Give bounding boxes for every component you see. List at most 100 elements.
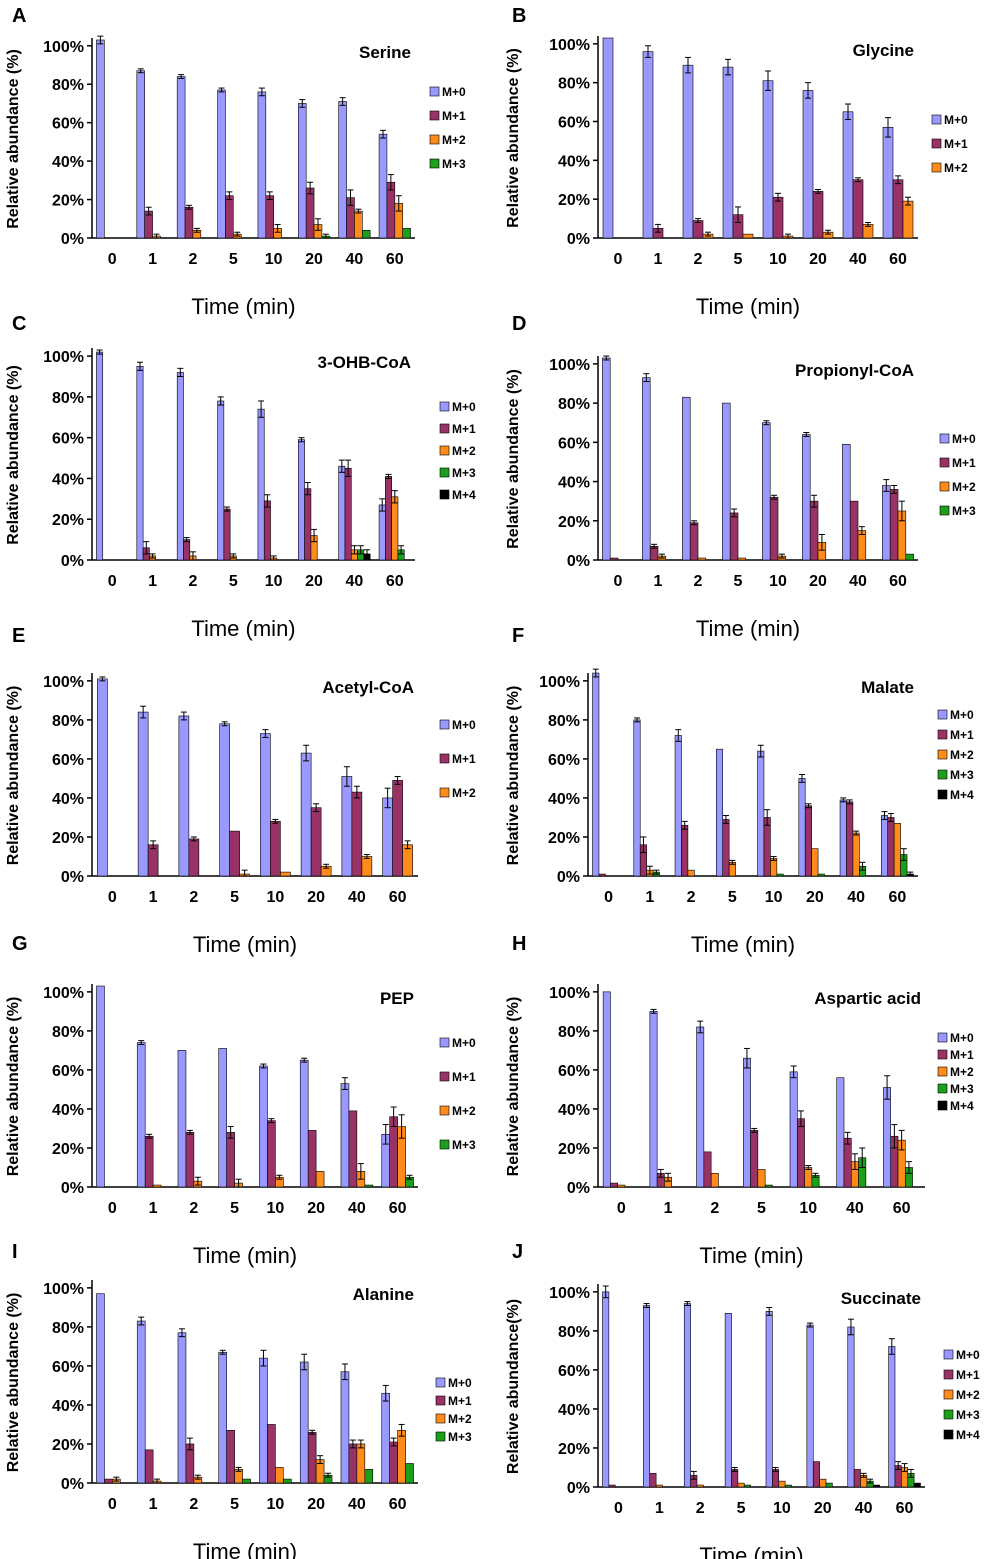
x-tick-label: 60 bbox=[888, 889, 906, 906]
bar-M0-t10 bbox=[259, 1065, 268, 1188]
bar-M1-t5 bbox=[226, 1132, 235, 1188]
legend: M+0 M+1 M+2 bbox=[439, 718, 476, 800]
bar-M2-t40 bbox=[354, 210, 363, 239]
legend: M+0 M+1 M+2 M+3 M+4 bbox=[937, 1031, 974, 1113]
chart-title: PEP bbox=[380, 989, 414, 1008]
x-tick-label: 40 bbox=[855, 1500, 873, 1517]
x-tick-label: 60 bbox=[386, 251, 404, 268]
bar-M1-t5 bbox=[750, 1130, 759, 1188]
bar-M1-t10 bbox=[772, 1469, 780, 1488]
y-axis-title: Relative abundance (%) bbox=[5, 49, 22, 229]
bar-M0-t5 bbox=[715, 748, 724, 877]
x-tick-label: 1 bbox=[149, 1496, 158, 1513]
legend-label: M+2 bbox=[452, 444, 476, 458]
bar-M1-t5 bbox=[225, 195, 234, 239]
bar-M2-t10 bbox=[280, 871, 291, 877]
bar-M1-t5 bbox=[226, 1430, 235, 1484]
x-axis-title: Time (min) bbox=[691, 932, 795, 957]
legend-label: M+3 bbox=[448, 1430, 472, 1444]
bar-M3-t20 bbox=[817, 873, 825, 877]
bar-M0-t60 bbox=[882, 485, 891, 561]
chart-title: Aspartic acid bbox=[814, 989, 921, 1008]
legend-swatch bbox=[439, 467, 450, 478]
bar-M0-t10 bbox=[757, 750, 765, 877]
bar-M0-t20 bbox=[802, 90, 814, 239]
y-tick-label: 40% bbox=[558, 1102, 590, 1119]
legend-swatch bbox=[439, 489, 450, 500]
bar-M0-t2 bbox=[176, 372, 184, 561]
x-tick-label: 1 bbox=[654, 573, 663, 590]
x-tick-label: 5 bbox=[229, 251, 238, 268]
legend-swatch bbox=[439, 753, 450, 764]
legend-label: M+1 bbox=[448, 1394, 472, 1408]
bar-M0-t0 bbox=[96, 1293, 105, 1484]
legend-swatch bbox=[937, 1049, 948, 1060]
legend-swatch bbox=[439, 1037, 450, 1048]
x-tick-label: 60 bbox=[389, 1496, 407, 1513]
bar-M1-t40 bbox=[843, 1137, 852, 1188]
x-axis-title: Time (min) bbox=[699, 1543, 803, 1559]
x-tick-label: 60 bbox=[386, 573, 404, 590]
y-tick-label: 60% bbox=[558, 114, 590, 131]
y-tick-label: 40% bbox=[52, 1398, 84, 1415]
bar-M0-t10 bbox=[762, 80, 774, 239]
x-tick-label: 40 bbox=[346, 251, 364, 268]
y-tick-label: 20% bbox=[558, 1141, 590, 1158]
x-tick-label: 0 bbox=[108, 889, 117, 906]
bar-M2-t5 bbox=[742, 233, 754, 239]
legend-swatch bbox=[939, 505, 950, 516]
bar-M0-t1 bbox=[136, 1042, 146, 1188]
y-tick-label: 80% bbox=[52, 713, 84, 730]
bar-M2-t20 bbox=[811, 848, 819, 877]
x-tick-label: 5 bbox=[734, 573, 743, 590]
x-tick-label: 60 bbox=[889, 251, 907, 268]
legend-label: M+1 bbox=[442, 109, 466, 123]
bar-M0-t20 bbox=[299, 1361, 309, 1484]
y-tick-label: 20% bbox=[52, 193, 84, 210]
bar-M1-t10 bbox=[267, 1120, 276, 1188]
x-tick-label: 60 bbox=[896, 1500, 914, 1517]
bar-M1-t40 bbox=[348, 1443, 358, 1484]
panel-letter: H bbox=[512, 933, 526, 955]
legend: M+0 M+1 M+2 M+3 bbox=[439, 1036, 476, 1152]
legend-swatch bbox=[937, 789, 948, 800]
legend: M+0 M+1 M+2 M+3 bbox=[435, 1376, 472, 1444]
legend: M+0 M+1 M+2 M+3 M+4 bbox=[943, 1348, 980, 1442]
bar-M1-t60 bbox=[892, 179, 904, 239]
legend-label: M+2 bbox=[448, 1412, 472, 1426]
x-tick-label: 10 bbox=[769, 573, 787, 590]
bar-M0-t1 bbox=[136, 366, 144, 561]
bar-M3-t5 bbox=[764, 1184, 773, 1188]
bar-M0-t5 bbox=[218, 1351, 227, 1484]
bar-M0-t5 bbox=[722, 402, 731, 561]
legend-swatch bbox=[931, 162, 942, 173]
bar-M2-t5 bbox=[737, 1482, 745, 1488]
y-axis-title: Relative abundance (%) bbox=[505, 48, 522, 228]
x-tick-label: 60 bbox=[389, 889, 407, 906]
x-tick-label: 40 bbox=[348, 889, 366, 906]
x-tick-label: 1 bbox=[148, 251, 157, 268]
y-tick-label: 40% bbox=[52, 154, 84, 171]
bar-M1-t20 bbox=[307, 1431, 317, 1484]
legend-label: M+0 bbox=[950, 708, 974, 722]
x-axis-title: Time (min) bbox=[191, 294, 295, 319]
legend-label: M+2 bbox=[950, 748, 974, 762]
y-tick-label: 20% bbox=[558, 192, 590, 209]
x-tick-label: 0 bbox=[614, 573, 623, 590]
bar-M2-t2 bbox=[696, 1484, 704, 1488]
legend-swatch bbox=[429, 110, 440, 121]
y-tick-label: 40% bbox=[52, 791, 84, 808]
bar-M0-t20 bbox=[299, 1059, 309, 1188]
bar-M0-t20 bbox=[298, 103, 307, 239]
legend-swatch bbox=[439, 719, 450, 730]
x-axis-title: Time (min) bbox=[193, 1539, 297, 1559]
legend-label: M+2 bbox=[956, 1388, 980, 1402]
bar-M0-t5 bbox=[218, 1048, 227, 1188]
bar-M2-t10 bbox=[778, 1480, 786, 1488]
bar-M0-t0 bbox=[96, 985, 105, 1188]
panel-letter: A bbox=[12, 5, 26, 27]
bar-M0-t2 bbox=[176, 76, 186, 239]
bar-M1-t20 bbox=[310, 807, 322, 877]
chart-title: 3-OHB-CoA bbox=[318, 353, 412, 372]
